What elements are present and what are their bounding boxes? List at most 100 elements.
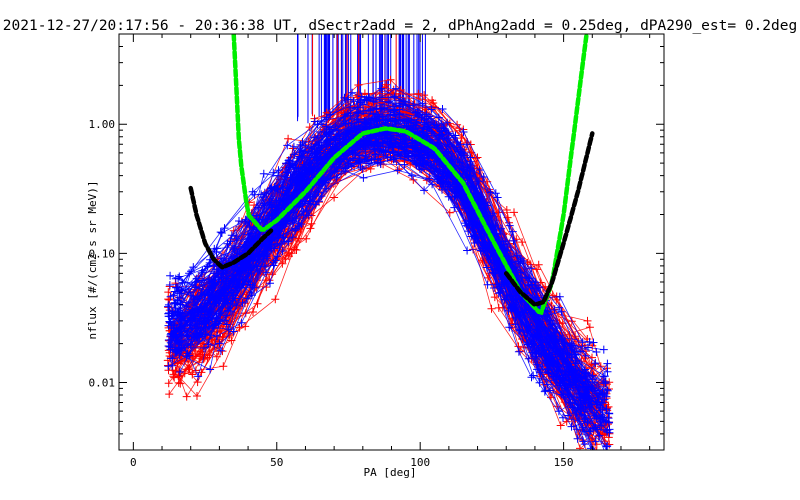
series-2-point [599,416,608,425]
series-2-point [564,390,573,398]
series-2-point [284,184,293,193]
series-2-point [349,97,358,106]
series-2-point [451,131,460,140]
series-2-point [356,163,365,171]
series-2-point [299,175,307,184]
series-2-point [237,259,246,268]
series-1-point [249,308,257,316]
series-2-point [545,386,554,395]
series-2-point [481,198,490,207]
series-1-point [302,234,311,243]
series-1-point [518,238,527,247]
series-2-point [522,320,531,329]
series-2-point [443,141,452,149]
series-2-point [479,173,488,181]
series-2-point [229,327,238,336]
series-1-point [354,81,363,89]
series-1-point [174,378,183,387]
series-2-point [391,101,400,109]
series-1-point [487,304,496,313]
series-2-point [191,316,200,325]
series-2-point [443,118,452,127]
series-2-point [268,203,277,211]
series-2-point [224,325,233,334]
series-2-point [462,140,471,149]
series-2-point [411,159,420,168]
series-2-point [407,171,416,180]
series-2-point [364,93,373,102]
series-2-point [382,115,391,124]
series-2-point [194,337,202,345]
series-2-point [215,339,224,348]
series-2-point [281,215,290,224]
series-2-point [605,418,613,427]
series-2-point [177,286,186,295]
series-1-point [467,148,476,157]
series-2-point [490,284,498,292]
series-2-point [478,205,487,214]
series-1-point [596,449,598,450]
series-2-point [216,346,225,355]
series-2-point [322,122,331,131]
series-1-point [193,392,201,400]
y-axis-label: nflux [#/(cm2 s sr MeV)] [86,181,99,340]
series-2-point [326,123,335,132]
series-2-point [190,324,199,333]
series-2-point [603,426,612,435]
series-2-point [166,271,175,280]
series-2-point [164,312,173,321]
series-2-point [316,148,325,157]
series-2-point [605,409,614,418]
series-1-point [395,165,404,174]
series-2-point [600,395,609,404]
series-1-point [420,91,429,100]
series-2-point [288,216,297,225]
series-2-point [393,166,402,175]
series-2-point [352,115,361,124]
series-2-point [210,244,219,253]
series-2-point [374,155,383,164]
series-2-point [584,399,592,408]
series-2-point [419,124,428,133]
series-2-point [535,283,543,292]
series-2-point [221,316,229,325]
series-2-point [211,317,220,326]
series-2-point [223,298,232,307]
y-tick-label: 1.00 [89,118,116,131]
series-2-point [470,239,479,247]
series-2-point [603,386,612,395]
series-2-point [521,303,530,312]
series-1-point [271,295,280,304]
series-2-point [603,359,612,368]
x-tick-label: 0 [130,456,137,469]
series-2-point [418,99,427,108]
series-2-point [300,163,309,172]
series-1-point [576,444,584,450]
series-1-point [585,450,593,458]
series-2-point [550,306,559,314]
series-2-point [531,278,540,287]
series-2-point [175,293,184,302]
series-2-point [505,221,514,230]
series-2-point [330,136,339,145]
series-2-point [238,298,247,307]
series-2-point [198,276,206,285]
series-2-trace [174,96,593,380]
series-2-point [600,372,609,381]
series-2-point [400,147,409,156]
series-2-point [576,347,585,356]
series-1-point [278,259,287,268]
series-1-point [165,390,174,399]
series-2-point [391,84,400,93]
x-tick-label: 100 [410,456,430,469]
series-2-point [602,405,611,413]
series-2-point [599,379,608,388]
series-2-point [166,319,175,328]
series-2-point [593,393,602,402]
series-2-point [273,184,282,193]
series-1-point [455,124,464,133]
series-1-point [556,421,565,430]
series-2-point [396,151,405,160]
series-2-point [172,332,181,341]
series-2-point [585,427,594,436]
